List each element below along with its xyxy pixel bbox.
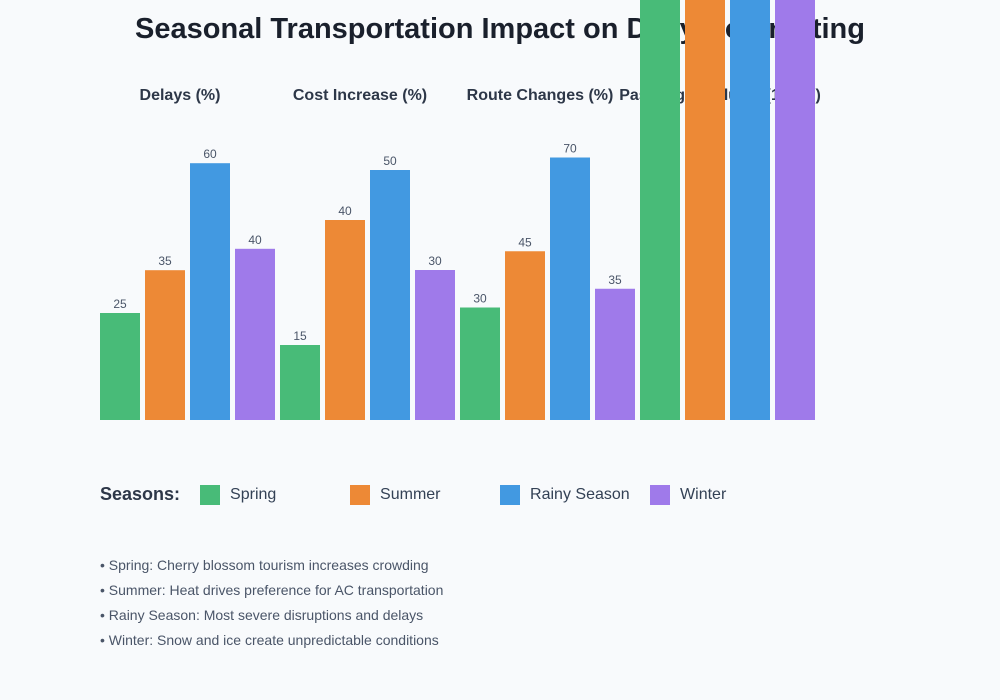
bar-spring [460, 307, 500, 420]
bar-chart: Delays (%) 25 35 60 40 Cost Increase (%) 15 40 5… [100, 0, 821, 420]
bar-winter [775, 0, 815, 420]
legend-item-summer: Summer [350, 484, 500, 505]
category-label: Cost Increase (%) [293, 87, 427, 104]
bar-rainy-season [550, 157, 590, 420]
data-label: 30 [428, 254, 442, 268]
data-label: 15 [293, 329, 307, 343]
bar-winter [595, 288, 635, 420]
bar-rainy-season [190, 163, 230, 420]
legend-title: Seasons: [100, 484, 181, 504]
legend-label: Summer [380, 485, 441, 503]
bar-winter [415, 270, 455, 420]
bar-spring [100, 313, 140, 420]
note-item: • Spring: Cherry blossom tourism increas… [100, 557, 429, 573]
category-label: Delays (%) [140, 87, 221, 104]
note-item: • Rainy Season: Most severe disruptions … [100, 607, 424, 623]
bar-spring [280, 345, 320, 420]
bar-summer [145, 270, 185, 420]
bar-summer [685, 0, 725, 420]
data-label: 35 [158, 254, 172, 268]
legend-item-winter: Winter [650, 484, 800, 505]
note-item: • Winter: Snow and ice create unpredicta… [100, 632, 439, 648]
data-label: 50 [383, 154, 397, 168]
category-label: Route Changes (%) [467, 87, 614, 104]
data-label: 70 [563, 142, 577, 156]
bar-summer [325, 220, 365, 420]
legend-swatch [650, 484, 671, 505]
data-label: 40 [248, 233, 262, 247]
legend: Seasons: Spring Summer Rainy Season Wint… [100, 484, 800, 505]
bar-winter [235, 248, 275, 420]
notes-list: • Spring: Cherry blossom tourism increas… [100, 556, 443, 656]
note-item: • Summer: Heat drives preference for AC … [100, 582, 444, 598]
bar-rainy-season [730, 0, 770, 420]
legend-label: Winter [680, 485, 727, 503]
legend-item-spring: Spring [200, 484, 350, 505]
legend-label: Spring [230, 485, 277, 503]
data-label: 25 [113, 297, 127, 311]
data-label: 45 [518, 235, 532, 249]
legend-swatch [200, 484, 221, 505]
bar-summer [505, 251, 545, 420]
data-label: 30 [473, 292, 487, 306]
legend-label: Rainy Season [530, 485, 630, 503]
legend-swatch [500, 484, 521, 505]
data-label: 40 [338, 204, 352, 218]
data-label: 35 [608, 273, 622, 287]
bar-rainy-season [370, 170, 410, 420]
bar-spring [640, 0, 680, 420]
legend-swatch [350, 484, 371, 505]
data-label: 60 [203, 147, 217, 161]
legend-item-rainy: Rainy Season [500, 484, 650, 505]
